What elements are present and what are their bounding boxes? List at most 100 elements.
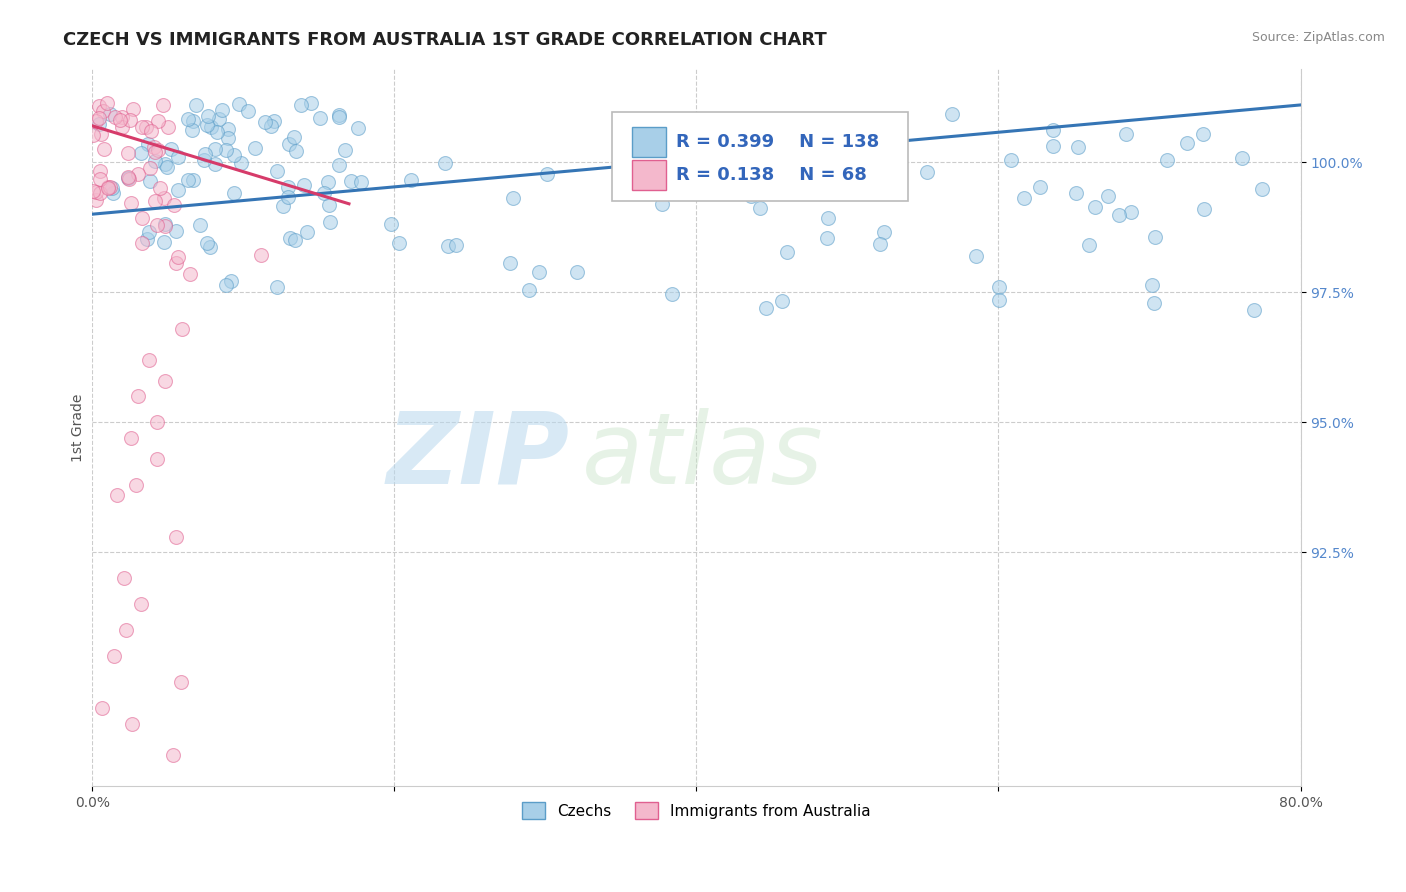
Point [661, 286, 683, 301]
Point [177, 112, 200, 126]
Point [143, 145, 166, 159]
Point [87, 111, 110, 125]
Point [138, 352, 160, 367]
Point [529, 265, 551, 279]
Point [1029, 180, 1052, 194]
Point [166, 250, 188, 264]
Point [139, 124, 162, 138]
Point [115, 624, 138, 638]
Point [309, 112, 332, 126]
Point [794, 139, 817, 153]
Point [98, 180, 121, 194]
Point [152, 97, 174, 112]
Point [145, 451, 167, 466]
Point [987, 293, 1010, 308]
Point [1140, 277, 1163, 292]
Point [96, 96, 118, 111]
Text: R = 0.399    N = 138: R = 0.399 N = 138 [676, 133, 879, 151]
Point [156, 161, 179, 175]
Point [153, 217, 176, 231]
Point [224, 186, 246, 200]
Point [131, 211, 153, 226]
Point [165, 224, 187, 238]
Point [1067, 140, 1090, 154]
Point [84, 186, 107, 200]
Point [965, 249, 987, 263]
Point [100, 181, 122, 195]
Point [112, 571, 135, 585]
Point [162, 748, 184, 763]
Point [121, 717, 143, 731]
Point [314, 186, 336, 201]
Point [915, 164, 938, 178]
Point [328, 158, 350, 172]
Point [215, 278, 238, 293]
Point [143, 140, 166, 154]
Point [749, 201, 772, 215]
Point [266, 164, 288, 178]
Point [873, 225, 896, 239]
Point [387, 236, 409, 251]
Point [104, 110, 127, 124]
Point [228, 96, 250, 111]
Point [204, 157, 226, 171]
Point [159, 142, 181, 156]
Point [1115, 127, 1137, 141]
Point [1108, 208, 1130, 222]
Point [208, 112, 231, 126]
Point [153, 219, 176, 233]
Point [195, 235, 218, 250]
Point [328, 107, 350, 121]
Point [138, 225, 160, 239]
Point [90, 127, 112, 141]
Point [120, 195, 142, 210]
Point [89, 164, 111, 178]
Point [941, 106, 963, 120]
Point [271, 199, 294, 213]
Point [817, 211, 839, 225]
Point [82, 185, 104, 199]
Point [153, 157, 176, 171]
Point [339, 173, 361, 187]
Point [122, 102, 145, 116]
Point [1142, 295, 1164, 310]
Point [290, 98, 312, 112]
Point [117, 170, 139, 185]
Point [103, 649, 125, 664]
Point [1000, 153, 1022, 167]
Point [263, 113, 285, 128]
Point [285, 145, 308, 159]
Point [1042, 123, 1064, 137]
Point [89, 172, 111, 186]
Point [146, 114, 169, 128]
Point [204, 142, 226, 156]
Legend: Czechs, Immigrants from Australia: Czechs, Immigrants from Australia [516, 796, 876, 825]
Point [153, 191, 176, 205]
Point [91, 701, 114, 715]
Point [1175, 136, 1198, 150]
Point [292, 178, 315, 192]
Point [190, 218, 212, 232]
Point [627, 145, 650, 160]
Point [318, 215, 340, 229]
Point [170, 321, 193, 335]
Point [146, 218, 169, 232]
Point [1077, 237, 1099, 252]
Point [869, 236, 891, 251]
Point [770, 293, 793, 308]
Point [110, 112, 132, 127]
Point [1156, 153, 1178, 167]
Bar [633, 160, 666, 190]
Point [181, 172, 204, 186]
Point [84, 193, 107, 207]
Point [111, 120, 134, 134]
Point [198, 239, 221, 253]
Point [217, 131, 239, 145]
Point [197, 110, 219, 124]
Point [146, 144, 169, 158]
Point [536, 167, 558, 181]
Point [155, 374, 177, 388]
Point [350, 175, 373, 189]
Point [249, 248, 271, 262]
Point [299, 95, 322, 110]
